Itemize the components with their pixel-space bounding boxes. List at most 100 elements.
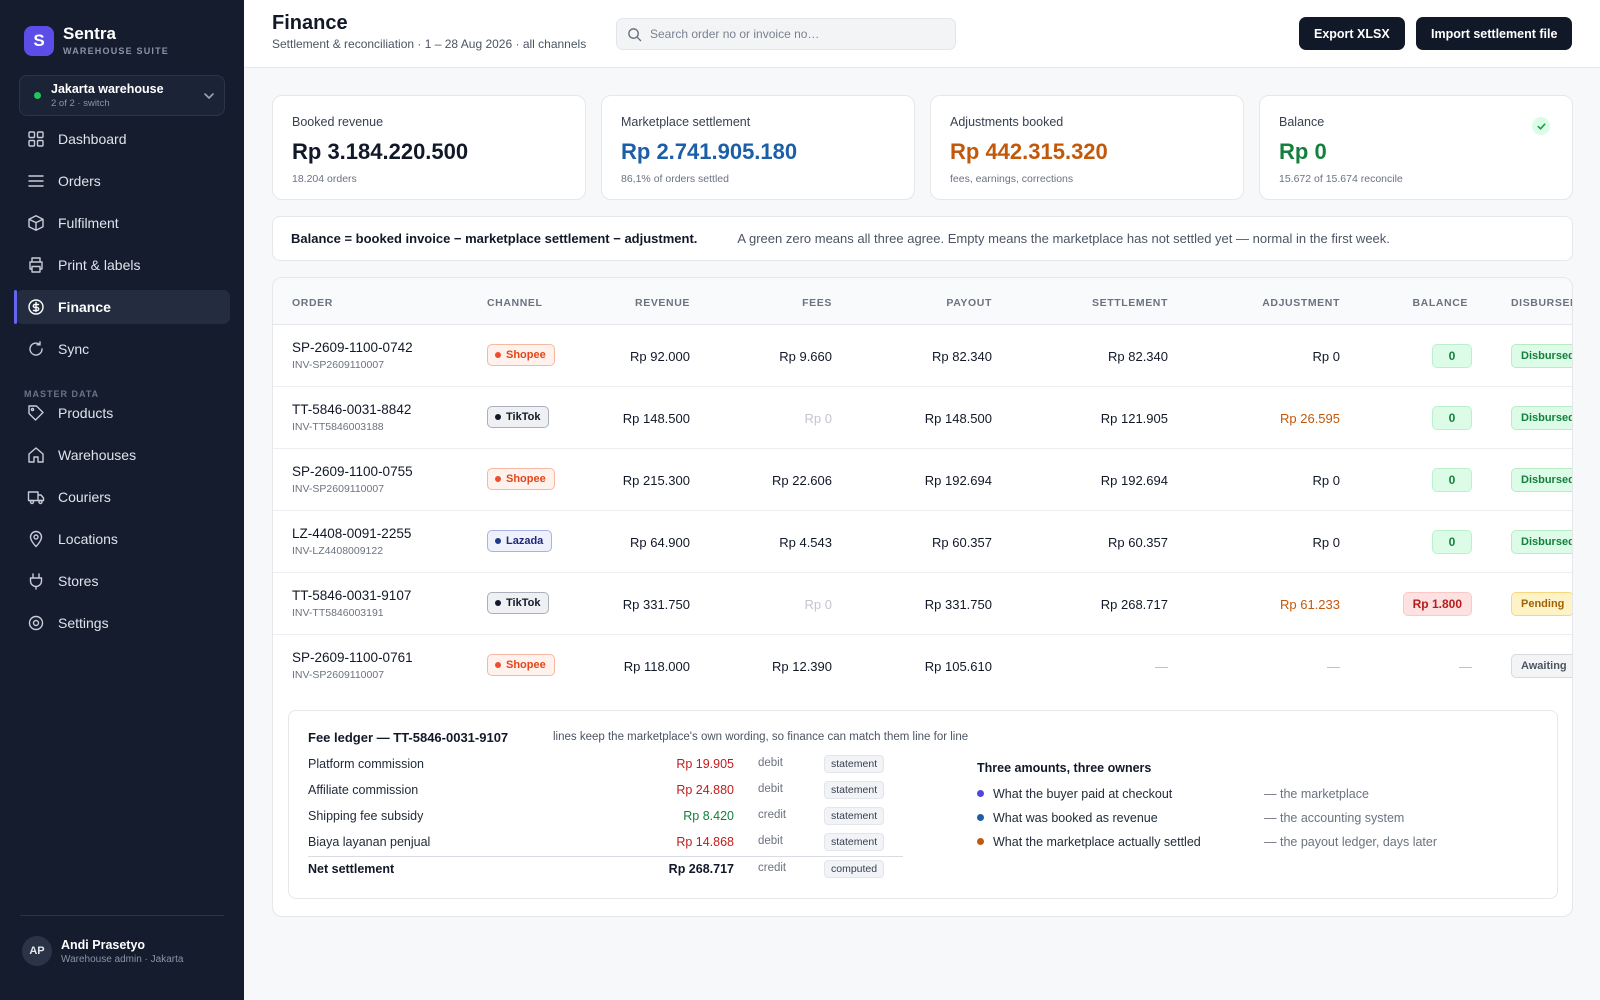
search-box[interactable] — [616, 18, 956, 50]
owner-what: What the marketplace actually settled — [993, 835, 1201, 849]
sidebar-item-warehouses[interactable]: Warehouses — [16, 438, 230, 472]
sidebar-item-dashboard[interactable]: Dashboard — [16, 122, 230, 156]
ledger-line-amount: Rp 24.880 — [676, 783, 734, 797]
payout-value: Rp 82.340 — [932, 349, 992, 364]
sidebar-divider — [20, 915, 224, 916]
sidebar-item-label: Stores — [58, 573, 99, 589]
order-number[interactable]: SP-2609-1100-0755 — [292, 464, 413, 479]
sidebar-item-orders[interactable]: Orders — [16, 164, 230, 198]
export-xlsx-button[interactable]: Export XLSX — [1299, 17, 1405, 50]
column-header-adjustment[interactable]: ADJUSTMENT — [1262, 297, 1340, 309]
user-profile[interactable]: AP Andi Prasetyo Warehouse admin · Jakar… — [22, 936, 183, 966]
payout-value: Rp 192.694 — [924, 473, 992, 488]
status-badge: Awaiting — [1511, 654, 1572, 678]
channel-badge: Lazada — [487, 530, 553, 552]
user-name: Andi Prasetyo — [61, 937, 146, 952]
search-input[interactable] — [650, 27, 940, 41]
warehouse-switcher[interactable]: Jakarta warehouse 2 of 2 · switch — [19, 75, 225, 116]
invoice-number: INV-SP2609110007 — [292, 669, 385, 681]
settings-icon — [27, 614, 45, 632]
channel-dot — [495, 414, 501, 420]
kpi-balance: Balance Rp 0 15.672 of 15.674 reconcile — [1259, 95, 1573, 200]
kpi-subtext: fees, earnings, corrections — [950, 173, 1074, 185]
brand: S Sentra WAREHOUSE SUITE — [24, 25, 169, 56]
column-header-revenue[interactable]: REVENUE — [635, 297, 690, 309]
revenue-value: Rp 215.300 — [622, 473, 690, 488]
table-header: ORDER CHANNEL REVENUE FEES PAYOUT SETTLE… — [273, 278, 1572, 325]
sidebar-item-products[interactable]: Products — [16, 396, 230, 430]
sidebar-item-label: Dashboard — [58, 131, 127, 147]
order-number[interactable]: SP-2609-1100-0742 — [292, 340, 413, 355]
printer-icon — [27, 256, 45, 274]
ledger-total-source: computed — [824, 860, 885, 878]
balance-badge: Rp 1.800 — [1402, 592, 1472, 616]
balance-badge: 0 — [1432, 406, 1472, 430]
owner-what: What the buyer paid at checkout — [993, 787, 1173, 801]
table-row[interactable]: TT-5846-0031-8842 INV-TT5846003188 TikTo… — [273, 387, 1572, 449]
brand-name: Sentra — [63, 24, 116, 43]
import-settlement-button[interactable]: Import settlement file — [1416, 17, 1573, 50]
channel-badge: Shopee — [487, 468, 555, 490]
settlement-value: Rp 121.905 — [1100, 411, 1168, 426]
sidebar-item-fulfilment[interactable]: Fulfilment — [16, 206, 230, 240]
table-row[interactable]: SP-2609-1100-0755 INV-SP2609110007 Shope… — [273, 449, 1572, 511]
channel-badge: TikTok — [487, 592, 550, 614]
ledger-line-type: debit — [758, 757, 783, 769]
bullet-icon — [977, 790, 984, 797]
status-badge: Pending — [1511, 592, 1572, 616]
sidebar-item-couriers[interactable]: Couriers — [16, 480, 230, 514]
table-row[interactable]: SP-2609-1100-0761 INV-SP2609110007 Shope… — [273, 635, 1572, 697]
formula-text: Balance = booked invoice − marketplace s… — [291, 231, 698, 246]
channel-dot — [495, 600, 501, 606]
column-header-disbursed[interactable]: DISBURSED — [1511, 297, 1573, 309]
table-row[interactable]: TT-5846-0031-9107 INV-TT5846003191 TikTo… — [273, 573, 1572, 635]
sidebar-item-sync[interactable]: Sync — [16, 332, 230, 366]
page-title: Finance — [272, 12, 348, 34]
sidebar-item-finance[interactable]: Finance — [14, 290, 230, 324]
column-header-fees[interactable]: FEES — [802, 297, 832, 309]
column-header-settlement[interactable]: SETTLEMENT — [1092, 297, 1168, 309]
warehouse-switch-hint: 2 of 2 · switch — [51, 98, 110, 109]
column-header-balance[interactable]: BALANCE — [1412, 297, 1468, 309]
warehouse-name: Jakarta warehouse — [51, 82, 164, 96]
sync-icon — [27, 340, 45, 358]
status-badge: Disbursed — [1511, 406, 1572, 430]
kpi-subtext: 86,1% of orders settled — [621, 173, 729, 185]
kpi-marketplace-settlement: Marketplace settlement Rp 2.741.905.180 … — [601, 95, 915, 200]
column-header-channel[interactable]: CHANNEL — [487, 297, 543, 309]
channel-badge: TikTok — [487, 406, 550, 428]
fees-value: Rp 4.543 — [779, 535, 832, 550]
settlement-value: Rp 268.717 — [1100, 597, 1168, 612]
sidebar-item-settings[interactable]: Settings — [16, 606, 230, 640]
formula-note: A green zero means all three agree. Empt… — [737, 231, 1390, 246]
order-number[interactable]: LZ-4408-0091-2255 — [292, 526, 412, 541]
fee-ledger-note: lines keep the marketplace's own wording… — [553, 731, 969, 743]
sidebar-item-locations[interactable]: Locations — [16, 522, 230, 556]
order-number[interactable]: TT-5846-0031-8842 — [292, 402, 412, 417]
invoice-number: INV-TT5846003188 — [292, 421, 384, 433]
brand-logo: S — [24, 25, 54, 56]
channel-badge: Shopee — [487, 654, 555, 676]
ledger-line-name: Biaya layanan penjual — [308, 835, 431, 849]
bullet-icon — [977, 838, 984, 845]
settlement-value: Rp 192.694 — [1100, 473, 1168, 488]
balance-badge: 0 — [1432, 468, 1472, 492]
list-icon — [27, 172, 45, 190]
order-number[interactable]: TT-5846-0031-9107 — [292, 588, 412, 603]
ledger-line-amount: Rp 14.868 — [676, 835, 734, 849]
column-header-payout[interactable]: PAYOUT — [946, 297, 992, 309]
check-icon — [1532, 117, 1550, 135]
table-row[interactable]: LZ-4408-0091-2255 INV-LZ4408009122 Lazad… — [273, 511, 1572, 573]
channel-name: TikTok — [506, 411, 541, 423]
table-row[interactable]: SP-2609-1100-0742 INV-SP2609110007 Shope… — [273, 325, 1572, 387]
order-number[interactable]: SP-2609-1100-0761 — [292, 650, 413, 665]
status-badge: Disbursed — [1511, 344, 1572, 368]
sidebar-item-print-labels[interactable]: Print & labels — [16, 248, 230, 282]
avatar: AP — [22, 936, 52, 966]
balance-badge: 0 — [1432, 344, 1472, 368]
channel-dot — [495, 352, 501, 358]
settlement-value: Rp 60.357 — [1108, 535, 1168, 550]
column-header-order[interactable]: ORDER — [292, 297, 333, 309]
revenue-value: Rp 331.750 — [622, 597, 690, 612]
sidebar-item-stores[interactable]: Stores — [16, 564, 230, 598]
